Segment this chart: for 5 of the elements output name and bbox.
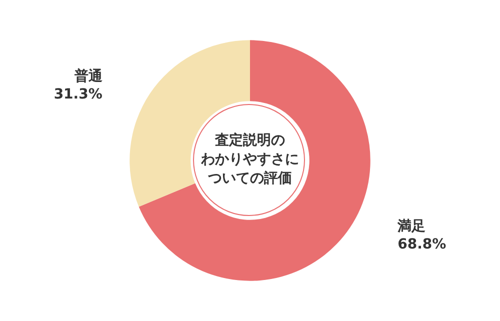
- text: 査定説明のわかりやすさについての評価: [200, 132, 300, 188]
- data-label: 68.8%: [398, 236, 446, 253]
- data-label: 31.3%: [54, 86, 102, 102]
- slice-label: 普通: [73, 67, 104, 84]
- slice-label: 満足: [396, 218, 426, 235]
